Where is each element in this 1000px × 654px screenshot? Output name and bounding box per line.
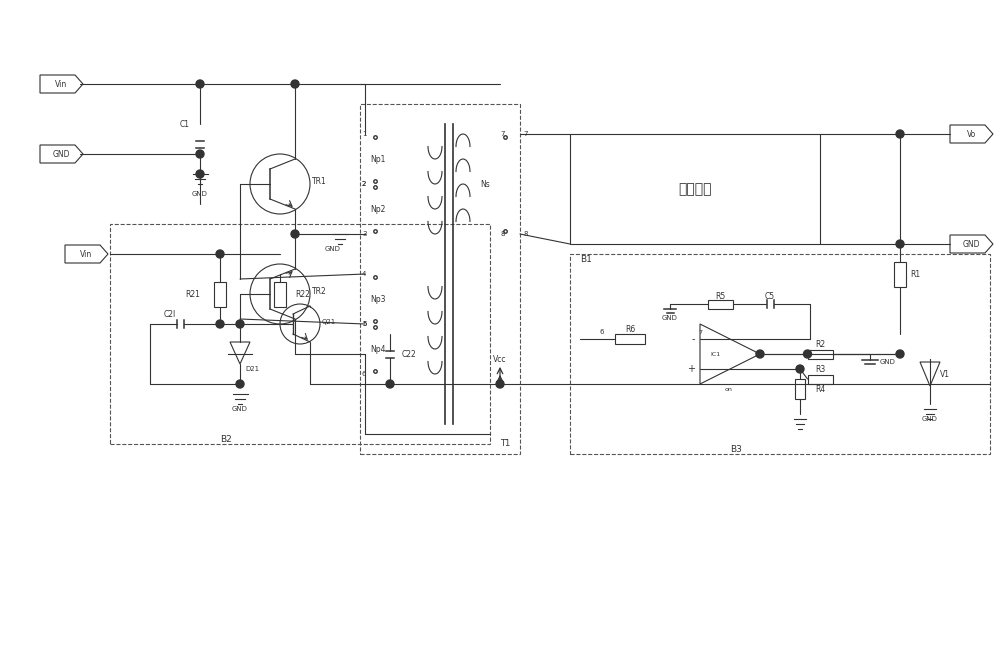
- Text: Vin: Vin: [80, 249, 93, 258]
- Text: Np1: Np1: [370, 154, 385, 164]
- Text: R21: R21: [185, 290, 200, 298]
- Bar: [894, 262, 906, 286]
- Bar: [570, 134, 820, 244]
- Text: R22: R22: [295, 290, 310, 298]
- Text: IC1: IC1: [710, 351, 720, 356]
- Bar: [274, 281, 286, 307]
- Bar: [708, 300, 732, 309]
- Circle shape: [236, 380, 244, 388]
- Text: GND: GND: [662, 315, 678, 321]
- Circle shape: [496, 380, 504, 388]
- Text: R4: R4: [815, 385, 825, 394]
- Text: GND: GND: [192, 191, 208, 197]
- Text: 6: 6: [362, 371, 366, 377]
- Bar: [808, 375, 832, 383]
- Text: C5: C5: [765, 292, 775, 300]
- Text: TR2: TR2: [312, 286, 327, 296]
- Text: Vcc: Vcc: [493, 354, 507, 364]
- Text: 5: 5: [362, 321, 366, 327]
- Circle shape: [236, 320, 244, 328]
- Circle shape: [796, 365, 804, 373]
- Circle shape: [291, 230, 299, 238]
- Text: Vo: Vo: [967, 129, 976, 139]
- Circle shape: [386, 380, 394, 388]
- Text: 8: 8: [501, 231, 505, 237]
- Text: Vin: Vin: [55, 80, 68, 88]
- Text: Np3: Np3: [370, 294, 386, 303]
- Text: R3: R3: [815, 364, 825, 373]
- Text: B1: B1: [580, 254, 592, 264]
- Text: R1: R1: [910, 269, 920, 279]
- Text: Q21: Q21: [322, 319, 336, 325]
- Text: GND: GND: [880, 359, 896, 365]
- Text: 5: 5: [755, 351, 759, 356]
- Text: R5: R5: [715, 292, 725, 300]
- Text: C1: C1: [180, 120, 190, 128]
- Text: Np4: Np4: [370, 345, 386, 354]
- Bar: [795, 379, 805, 399]
- Bar: [615, 334, 645, 344]
- Circle shape: [896, 130, 904, 138]
- Bar: [214, 281, 226, 307]
- Text: 7: 7: [698, 330, 702, 334]
- Circle shape: [216, 320, 224, 328]
- Circle shape: [804, 350, 812, 358]
- Text: 4: 4: [362, 271, 366, 277]
- Text: C22: C22: [402, 349, 417, 358]
- Text: D21: D21: [245, 366, 259, 372]
- Text: Ns: Ns: [480, 179, 490, 188]
- Text: 7: 7: [523, 131, 528, 137]
- Circle shape: [896, 350, 904, 358]
- Text: on: on: [725, 387, 733, 392]
- Text: 8: 8: [523, 231, 528, 237]
- Text: V1: V1: [940, 370, 950, 379]
- Text: -: -: [692, 334, 695, 344]
- Text: TR1: TR1: [312, 177, 327, 186]
- Text: 5: 5: [362, 321, 366, 327]
- Text: C2l: C2l: [164, 309, 176, 318]
- Text: GND: GND: [922, 416, 938, 422]
- Text: GND: GND: [963, 239, 980, 249]
- Bar: [808, 349, 832, 358]
- Circle shape: [196, 80, 204, 88]
- Text: T1: T1: [500, 439, 510, 449]
- Circle shape: [196, 170, 204, 178]
- Circle shape: [216, 250, 224, 258]
- Text: Np2: Np2: [370, 205, 385, 213]
- Text: 2: 2: [362, 181, 366, 187]
- Circle shape: [291, 80, 299, 88]
- Text: 3: 3: [362, 231, 366, 237]
- Text: GND: GND: [325, 246, 341, 252]
- Text: 1: 1: [362, 131, 366, 137]
- Text: 2: 2: [362, 181, 366, 187]
- Text: B3: B3: [730, 445, 742, 453]
- Text: 整流电路: 整流电路: [678, 182, 712, 196]
- Text: 7: 7: [501, 131, 505, 137]
- Circle shape: [896, 240, 904, 248]
- Text: R2: R2: [815, 339, 825, 349]
- Text: +: +: [687, 364, 695, 374]
- Text: GND: GND: [53, 150, 70, 158]
- Circle shape: [756, 350, 764, 358]
- Text: R6: R6: [625, 324, 635, 334]
- Text: 6: 6: [600, 329, 604, 335]
- Circle shape: [196, 150, 204, 158]
- Text: B2: B2: [220, 434, 232, 443]
- Text: GND: GND: [232, 406, 248, 412]
